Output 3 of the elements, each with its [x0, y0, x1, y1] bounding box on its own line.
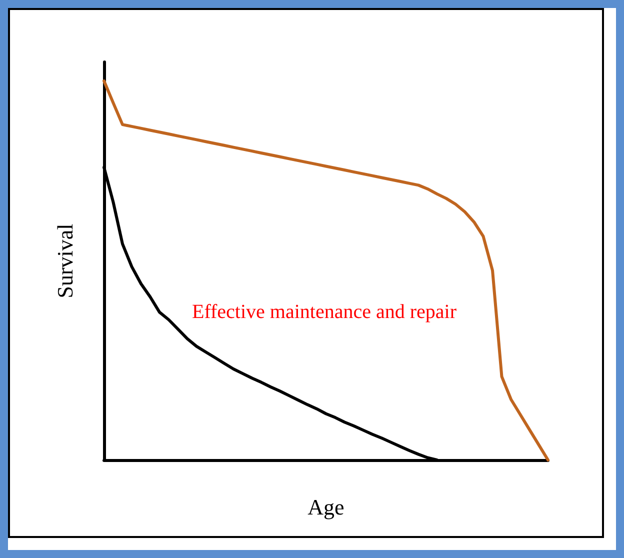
y-axis-title: Survival [52, 224, 78, 298]
annotation: Effective maintenance and repair [192, 301, 457, 323]
x-axis-title: Age [308, 494, 344, 520]
